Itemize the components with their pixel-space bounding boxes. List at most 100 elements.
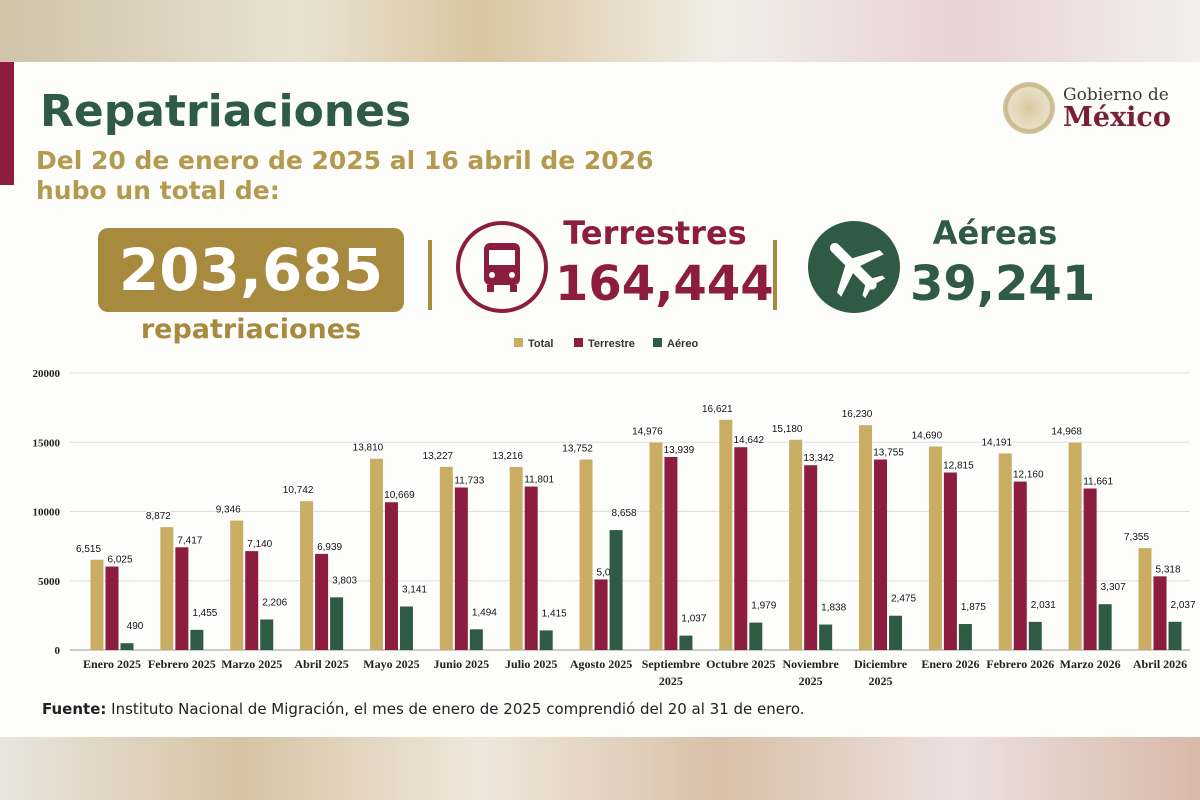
bar-terrestre (734, 447, 748, 650)
bar-aéreo (330, 597, 344, 650)
subtitle-total-intro: hubo un total de: (36, 176, 280, 205)
data-label: 13,939 (664, 445, 695, 456)
data-label: 11,661 (1083, 476, 1113, 487)
data-label: 1,037 (681, 614, 706, 625)
bar-total (439, 466, 453, 650)
data-label: 10,669 (384, 490, 415, 501)
bar-terrestre (245, 551, 259, 650)
data-label: 13,810 (353, 443, 384, 454)
data-label: 14,642 (734, 435, 765, 446)
x-tick-label: Febrero 2025 (148, 657, 216, 671)
land-label: Terrestres (563, 214, 747, 252)
bar-terrestre (175, 547, 189, 650)
bus-icon (456, 221, 548, 313)
source-label: Fuente: (42, 700, 107, 718)
data-label: 11,801 (524, 475, 554, 486)
bar-aéreo (958, 624, 972, 650)
bar-terrestre (943, 472, 957, 650)
bar-total (230, 520, 244, 650)
data-label: 6,515 (76, 544, 101, 555)
data-label: 12,815 (943, 461, 974, 472)
bar-aéreo (819, 624, 833, 650)
y-tick-label: 15000 (33, 437, 61, 449)
x-tick-label: Junio 2025 (433, 657, 489, 671)
bar-terrestre (874, 459, 888, 650)
data-label: 12,160 (1013, 470, 1044, 481)
bar-terrestre (1083, 488, 1097, 650)
bar-terrestre (804, 465, 818, 650)
source-note: Fuente: Instituto Nacional de Migración,… (42, 700, 805, 718)
bar-aéreo (749, 622, 763, 650)
data-label: 10,742 (283, 485, 314, 496)
legend-label: Aéreo (667, 338, 698, 350)
data-label: 2,031 (1031, 600, 1056, 611)
x-tick-label: Abril 2026 (1133, 657, 1187, 671)
bar-total (90, 559, 104, 650)
data-label: 3,141 (402, 584, 427, 595)
data-label: 7,417 (177, 535, 202, 546)
bar-aéreo (260, 619, 274, 650)
x-tick-label: Marzo 2025 (221, 657, 282, 671)
data-label: 2,037 (1170, 600, 1195, 611)
data-label: 1,494 (472, 607, 497, 618)
x-tick-label: Septiembre 2025 (642, 657, 701, 688)
bar-terrestre (315, 553, 329, 650)
data-label: 13,216 (492, 451, 523, 462)
data-label: 3,307 (1101, 582, 1126, 593)
data-label: 14,976 (632, 427, 663, 438)
bar-total (998, 453, 1012, 650)
data-label: 2,475 (891, 594, 916, 605)
bar-aéreo (190, 629, 204, 650)
x-tick-label: Abril 2025 (294, 657, 348, 671)
x-tick-label: Enero 2026 (921, 657, 979, 671)
y-tick-label: 10000 (33, 507, 61, 519)
data-label: 3,803 (332, 575, 357, 586)
x-tick-label: Mayo 2025 (363, 657, 419, 671)
data-label: 8,872 (146, 511, 171, 522)
bar-aéreo (399, 606, 413, 650)
legend-label: Terrestre (588, 338, 635, 350)
bar-total (579, 459, 593, 650)
x-tick-label: Agosto 2025 (570, 657, 632, 671)
logo-line1: Gobierno de (1063, 85, 1169, 105)
divider (773, 240, 777, 310)
top-background-band (0, 0, 1200, 62)
data-label: 14,690 (912, 431, 943, 442)
data-label: 13,755 (873, 447, 904, 458)
bar-total (1138, 548, 1152, 650)
data-label: 9,346 (216, 505, 241, 516)
repatriation-bar-chart: 0 5000 10000 15000 20000 Total Terrestre Aéreo 6… (33, 338, 1197, 688)
accent-bar (0, 62, 14, 185)
bar-aéreo (679, 635, 693, 650)
bar-terrestre (105, 566, 119, 650)
bottom-background-band (0, 737, 1200, 800)
bar-terrestre (1153, 576, 1167, 650)
bar-total (509, 466, 523, 650)
bar-total (160, 527, 174, 650)
data-label: 16,230 (842, 409, 873, 420)
bar-total (300, 501, 314, 650)
data-label: 1,455 (192, 608, 217, 619)
bar-total (789, 439, 803, 650)
data-label: 5,318 (1155, 564, 1180, 575)
data-label: 1,415 (542, 608, 567, 619)
data-label: 13,342 (803, 453, 834, 464)
y-tick-label: 0 (55, 645, 61, 657)
data-label: 13,227 (423, 451, 454, 462)
data-label: 1,838 (821, 603, 846, 614)
x-tick-label: Octubre 2025 (706, 657, 775, 671)
data-label: 15,180 (772, 424, 803, 435)
data-label: 13,752 (562, 444, 593, 455)
bar-total (859, 425, 873, 650)
data-label: 11,733 (454, 475, 484, 486)
data-label: 14,191 (981, 437, 1012, 448)
data-label: 490 (127, 621, 144, 632)
bar-aéreo (609, 530, 623, 650)
airplane-icon (808, 221, 900, 313)
data-label: 1,979 (751, 601, 776, 612)
subtitle-date-range: Del 20 de enero de 2025 al 16 abril de 2… (36, 146, 654, 175)
data-label: 7,140 (247, 539, 272, 550)
page-title: Repatriaciones (40, 86, 412, 137)
total-value: 203,685 (98, 228, 404, 312)
bar-terrestre (384, 502, 398, 650)
